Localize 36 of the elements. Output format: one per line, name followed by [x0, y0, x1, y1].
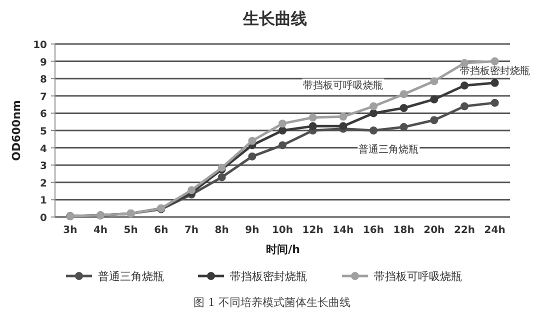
- chart-title: 生长曲线: [242, 9, 307, 28]
- y-tick-label: 3: [40, 161, 48, 172]
- y-tick-label: 4: [40, 144, 48, 155]
- caption: 图 1 不同培养模式菌体生长曲线: [194, 296, 350, 309]
- x-tick-label: 22h: [454, 225, 476, 236]
- x-axis-title: 时间/h: [266, 243, 300, 256]
- x-tick-label: 8h: [214, 225, 229, 236]
- y-tick-label: 9: [40, 57, 48, 68]
- x-tick-label: 18h: [393, 225, 414, 236]
- y-tick-label: 10: [33, 40, 48, 51]
- x-tick-label: 7h: [184, 225, 199, 236]
- text: 普通三角烧瓶: [358, 144, 419, 156]
- x-tick-label: 6h: [154, 225, 168, 236]
- x-tick-label: 14h: [332, 225, 354, 236]
- y-tick-label: 1: [40, 196, 48, 207]
- x-tick-label: 5h: [124, 225, 138, 236]
- y-tick-label: 2: [40, 178, 48, 190]
- y-axis-title: OD600nm: [10, 100, 23, 161]
- text: 带挡板可呼吸烧瓶: [303, 80, 384, 92]
- y-tick-label: 8: [40, 74, 48, 86]
- y-tick-label: 0: [40, 213, 48, 224]
- text: 带挡板密封烧瓶: [460, 66, 530, 77]
- x-tick-label: 10h: [272, 225, 294, 236]
- x-tick-label: 4h: [93, 225, 108, 236]
- y-tick-label: 6: [40, 109, 48, 120]
- legend-label: 带挡板可呼吸烧瓶: [374, 270, 462, 283]
- y-tick-label: 7: [40, 92, 48, 103]
- x-tick-label: 16h: [362, 225, 384, 236]
- legend-label: 普通三角烧瓶: [98, 270, 164, 283]
- x-tick-label: 9h: [245, 225, 260, 236]
- x-tick-label: 20h: [424, 225, 445, 236]
- y-tick-label: 5: [40, 126, 48, 138]
- x-tick-label: 12h: [302, 225, 324, 236]
- x-tick-label: 3h: [63, 225, 78, 236]
- legend-label: 带挡板密封烧瓶: [230, 270, 307, 283]
- x-tick-label: 24h: [484, 225, 506, 236]
